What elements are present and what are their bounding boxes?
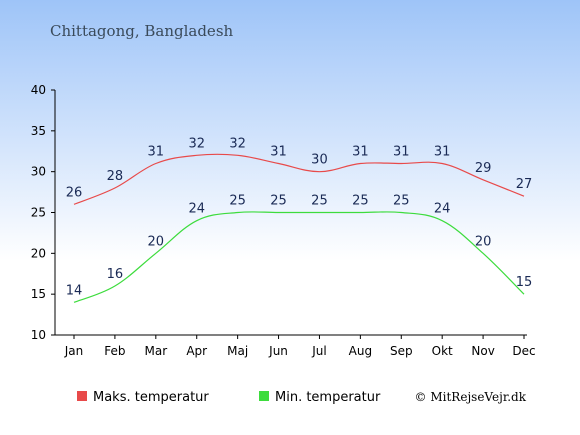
min-data-label: 25 bbox=[229, 194, 246, 209]
min-data-label: 20 bbox=[475, 234, 492, 249]
max-data-label: 32 bbox=[188, 136, 205, 151]
max-data-label: 32 bbox=[229, 136, 246, 151]
legend-min-swatch bbox=[259, 391, 269, 401]
max-data-label: 31 bbox=[434, 145, 451, 160]
y-tick-label: 40 bbox=[31, 83, 46, 97]
y-tick-label: 30 bbox=[31, 165, 46, 179]
legend: Maks. temperatur Min. temperatur bbox=[77, 390, 381, 405]
max-data-label: 31 bbox=[393, 145, 410, 160]
max-data-label: 31 bbox=[352, 145, 369, 160]
min-data-label: 16 bbox=[107, 267, 124, 282]
y-ticks: 10 15 20 25 30 35 40 bbox=[31, 83, 55, 342]
min-data-label: 25 bbox=[352, 194, 369, 209]
y-tick-label: 25 bbox=[31, 206, 46, 220]
copyright-text: © MitRejseVejr.dk bbox=[415, 390, 527, 404]
x-tick-label: Nov bbox=[471, 344, 494, 358]
legend-max-label: Maks. temperatur bbox=[93, 390, 209, 405]
y-tick-label: 10 bbox=[31, 328, 46, 342]
x-tick-label: Jun bbox=[268, 344, 288, 358]
x-tick-label: Dec bbox=[512, 344, 535, 358]
x-tick-label: Apr bbox=[186, 344, 207, 358]
min-data-label: 25 bbox=[311, 194, 328, 209]
data-labels: 26 28 31 32 32 31 30 31 31 31 29 27 14 16 20 24 25 25 25 25… bbox=[66, 136, 533, 298]
max-data-label: 30 bbox=[311, 153, 328, 168]
x-tick-label: Aug bbox=[349, 344, 372, 358]
chart-title: Chittagong, Bangladesh bbox=[50, 22, 234, 40]
min-data-label: 15 bbox=[516, 275, 533, 290]
max-data-label: 31 bbox=[148, 145, 165, 160]
x-tick-label: Jul bbox=[311, 344, 326, 358]
max-data-label: 27 bbox=[516, 177, 533, 192]
max-data-label: 31 bbox=[270, 145, 287, 160]
max-data-label: 28 bbox=[107, 169, 124, 184]
x-tick-label: Feb bbox=[104, 344, 125, 358]
max-data-label: 29 bbox=[475, 161, 492, 176]
x-tick-label: Jan bbox=[64, 344, 84, 358]
x-tick-label: Okt bbox=[432, 344, 453, 358]
min-data-label: 24 bbox=[434, 202, 451, 217]
x-tick-label: Sep bbox=[390, 344, 413, 358]
max-data-label: 26 bbox=[66, 185, 83, 200]
legend-min-label: Min. temperatur bbox=[275, 390, 381, 405]
min-data-label: 14 bbox=[66, 283, 83, 298]
legend-max-swatch bbox=[77, 391, 87, 401]
min-temperature-line bbox=[73, 211, 525, 303]
x-tick-label: Mar bbox=[144, 344, 167, 358]
y-tick-label: 15 bbox=[31, 287, 46, 301]
min-data-label: 20 bbox=[148, 234, 165, 249]
y-tick-label: 20 bbox=[31, 246, 46, 260]
max-temperature-line bbox=[73, 153, 525, 205]
series-lines bbox=[73, 153, 525, 303]
x-tick-label: Maj bbox=[227, 344, 248, 358]
min-data-label: 25 bbox=[270, 194, 287, 209]
min-data-label: 25 bbox=[393, 194, 410, 209]
x-ticks: Jan Feb Mar Apr Maj Jun Jul Aug Sep Okt Nov Dec bbox=[64, 335, 536, 358]
min-data-label: 24 bbox=[188, 202, 205, 217]
y-tick-label: 35 bbox=[31, 124, 46, 138]
